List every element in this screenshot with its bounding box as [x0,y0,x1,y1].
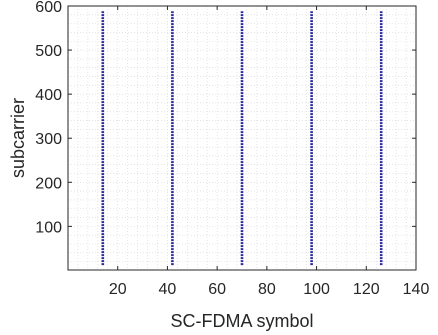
x-tick-label: 60 [208,281,226,298]
y-axis-label: subcarrier [8,98,28,178]
x-tick-label: 80 [258,281,276,298]
x-tick-label: 140 [403,281,430,298]
y-tick-label: 100 [35,219,62,236]
series-marks [101,11,383,266]
x-tick-label: 20 [109,281,127,298]
y-tick-label: 400 [35,87,62,104]
y-tick-label: 500 [35,43,62,60]
x-tick-label: 40 [159,281,177,298]
y-tick-label: 600 [35,0,62,16]
ticks: 20 40 60 80 100 120 140 100 200 300 400 500 600 [35,0,429,298]
x-axis-label: SC-FDMA symbol [170,311,313,331]
y-tick-label: 300 [35,131,62,148]
x-tick-label: 120 [353,281,380,298]
x-tick-label: 100 [303,281,330,298]
y-tick-label: 200 [35,175,62,192]
